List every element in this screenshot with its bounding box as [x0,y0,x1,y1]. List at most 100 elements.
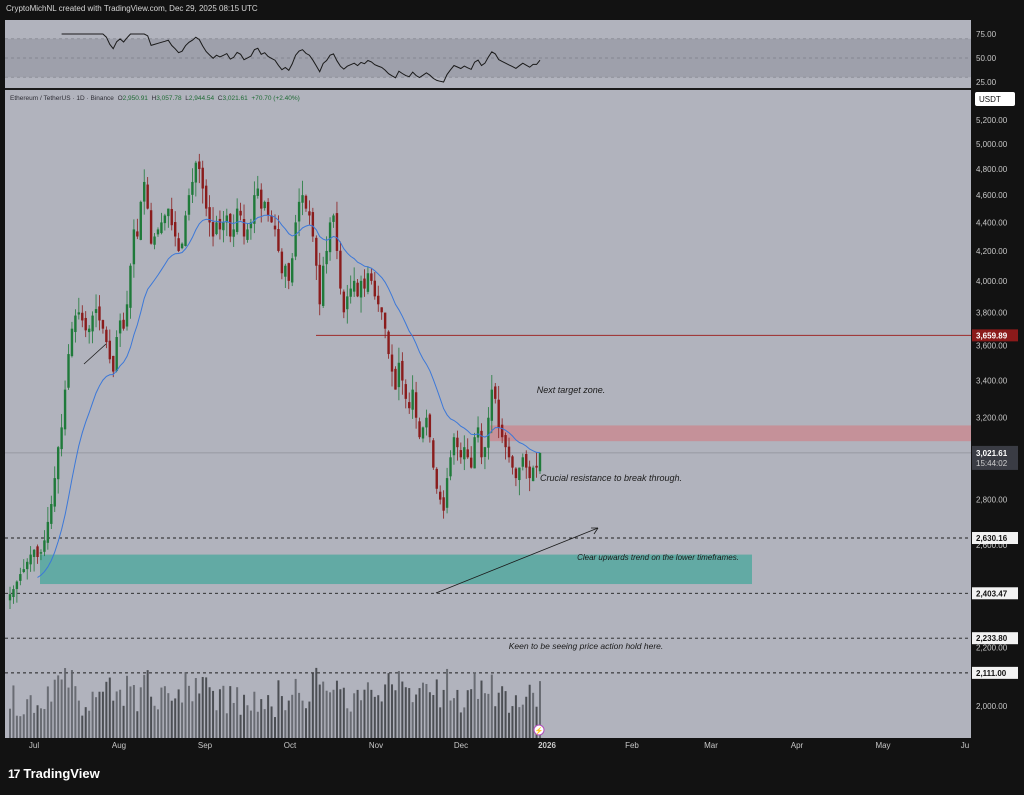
candle-body [215,222,218,235]
volume-bar [356,689,359,738]
branding[interactable]: 17 TradingView [8,766,100,781]
candle-body [125,304,129,327]
volume-bar [229,686,232,738]
time-tick-label: Apr [791,741,804,750]
volume-bar [246,705,249,738]
candle-body [139,201,142,240]
candle-body [531,467,535,482]
time-tick-label: 2026 [538,741,556,750]
rsi-panel: 75.00 50.00 25.00 [5,30,997,90]
candle-body [377,295,380,305]
volume-bar [19,716,22,738]
candle-body [149,210,153,244]
candle-body [232,229,235,237]
candle-body [81,312,84,321]
volume-bar [53,679,56,738]
zones [5,334,971,674]
volume-bar [253,691,256,738]
volume-bar [473,672,476,738]
candle-body [514,468,518,479]
high-value: 3,057.78 [156,95,182,102]
volume-bar [370,689,373,738]
candle-body [19,574,22,581]
volume-bar [225,713,228,738]
candle-body [184,215,187,246]
candle-body [352,280,356,292]
candle-body [525,454,528,468]
chart-area[interactable] [5,20,971,738]
volume-bar [466,690,469,738]
time-tick-label: Feb [625,741,639,750]
candle-body [390,354,394,372]
target-price-badge-bg [972,329,1018,342]
volume-bar [198,693,201,738]
candle-body [46,521,50,543]
top-trendline [83,343,107,365]
candle-body [239,210,242,216]
candle-body [246,229,249,240]
volume-bar [335,680,338,738]
volume-bar [504,691,507,738]
volume-bar [232,702,235,738]
volume-bar [184,672,187,738]
moving-average [37,214,541,578]
candle-body [60,427,63,450]
candle-body [218,218,222,230]
candle-body [291,258,294,283]
price-tick-label: 3,200.00 [976,414,1008,423]
candle-body [132,229,136,265]
candle-body [411,389,414,410]
volume-bar [304,708,307,738]
candle-body [32,549,36,557]
trend-arrow-head [591,527,599,535]
candle-body [404,384,407,399]
volume-bar [490,674,493,738]
volume-bar [497,692,500,738]
candle-body [459,450,463,458]
volume-bar [170,700,173,738]
volume-bar [36,705,39,738]
candle-body [466,449,469,458]
volume-bar [525,696,528,738]
candle-body [304,195,308,209]
price-axis[interactable] [971,20,1024,738]
volume-bar [315,667,318,738]
candle-body [229,213,232,237]
candle-body [256,188,259,196]
volume-bar [260,699,263,738]
level-4-badge: 2,111.00 [976,669,1007,678]
volume-bar [267,695,270,738]
candle-body [483,447,487,457]
candle-body [253,195,256,224]
volume-bar [270,706,273,738]
candle-body [535,465,538,468]
candle-body [43,540,46,552]
candle-body [235,208,239,232]
volume-bar [391,684,394,738]
candle-body [29,554,32,565]
candle-body [163,215,167,224]
volume-bar [360,700,363,738]
volume-bar [201,676,204,738]
trend-annotation: Clear upwards trend on the lower timefra… [577,553,739,562]
candle-body [339,250,342,289]
candle-body [63,389,67,430]
candle-body [380,307,383,313]
candle-body [70,328,74,357]
volume-bar [521,704,524,738]
volume-bar [459,712,462,738]
candle-body [346,296,349,310]
volume-bar [494,706,497,738]
candle-body [170,208,173,226]
candle-body [222,222,225,231]
candle-body [201,167,204,189]
candle-body [452,437,456,456]
volume-bar [129,686,132,738]
price-tick-label: 4,200.00 [976,247,1008,256]
volume-bar [163,686,166,738]
event-marker-icon [533,724,545,736]
candle-body [442,497,445,511]
volume-bar [160,687,163,738]
candle-body [387,331,390,355]
